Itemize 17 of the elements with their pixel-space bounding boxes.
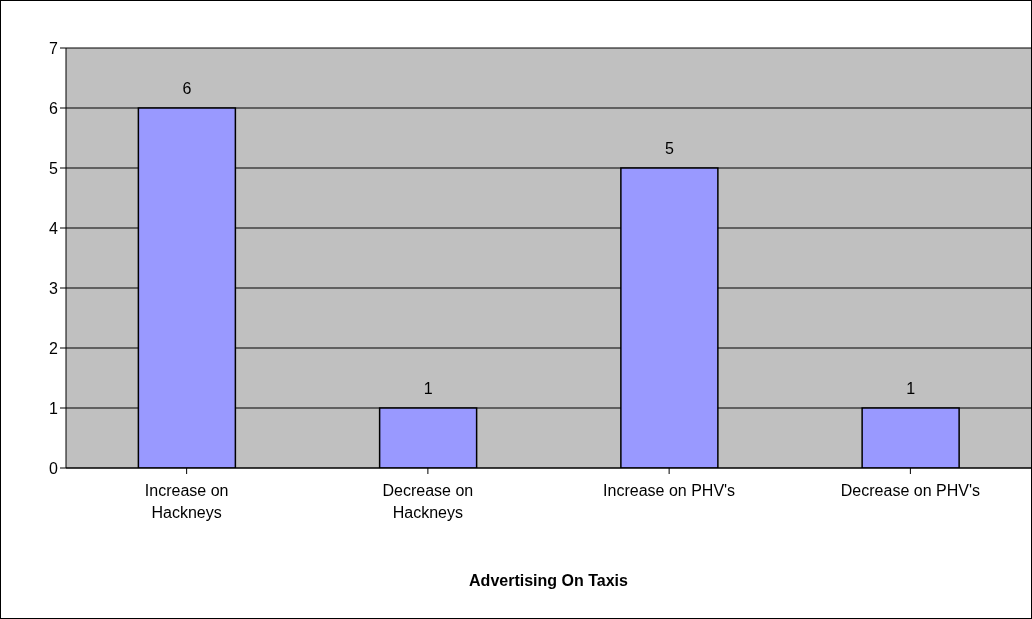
data-label: 6 [182,80,192,97]
y-tick-label: 0 [49,459,59,477]
x-tick-label: Decrease on PHV's [840,482,980,499]
y-tick-label: 7 [49,39,59,57]
data-label: 1 [906,380,916,397]
y-tick-label: 5 [49,159,59,177]
data-label: 5 [664,140,674,157]
y-tick-label: 4 [49,219,59,237]
data-label: 1 [423,380,433,397]
y-tick-label: 3 [49,279,59,297]
x-axis-title: Advertising On Taxis [469,572,629,589]
y-tick-label: 1 [49,399,59,417]
y-tick-label: 6 [49,99,59,117]
x-tick-label: Increase on PHV's [603,482,736,499]
x-tick-label: Increase on Hackneys [144,482,229,521]
y-tick-label: 2 [49,339,59,357]
x-tick-label: Decrease on Hackneys [382,482,474,521]
